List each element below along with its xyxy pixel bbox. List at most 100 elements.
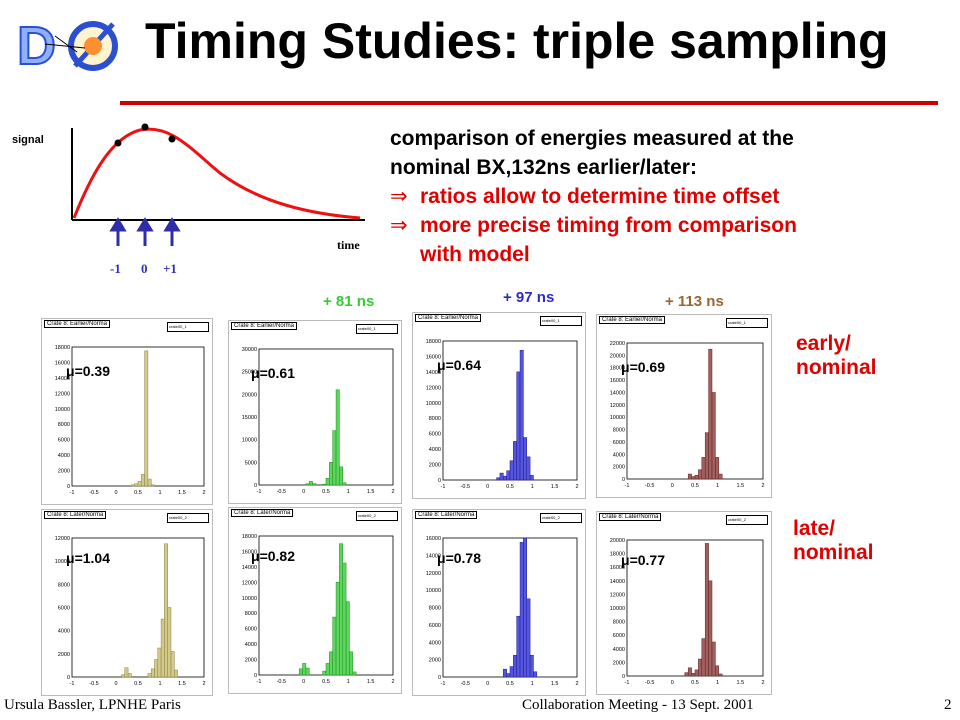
x-tick-label: 1 [531,681,534,687]
y-tick-label: 4000 [429,447,441,453]
histogram-panel: Crate 8: Earlier/Norma crate00_1 18000 1600… [412,312,586,499]
x-tick-label: -1 [625,483,630,489]
stats-box: crate00_1 [167,322,209,332]
stats-box: crate00_2 [356,511,398,521]
x-tick-label: 0 [671,680,674,686]
x-tick-label: 0 [302,489,305,495]
x-tick-label: -1 [625,680,630,686]
histogram-bar [711,392,716,480]
histogram-bar [533,671,538,678]
y-tick-label: 16000 [610,565,625,571]
y-tick-label: 18000 [242,534,257,540]
histogram-title: Crate 8: Later/Norma [44,511,107,519]
x-tick-label: 0 [671,483,674,489]
histogram-bar [121,674,126,678]
stats-box: crate00_1 [356,324,398,334]
histogram-bar [691,673,696,677]
y-tick-label: 14000 [610,390,625,396]
histogram-bar [503,668,507,678]
y-tick-label: 10000 [55,559,70,565]
title-divider [120,101,938,105]
y-tick-label: 8000 [58,582,70,588]
x-tick-label: 2 [761,483,764,489]
histogram-bar [704,543,709,677]
histogram-bar [127,673,132,678]
mean-ratio-label: μ=0.78 [437,550,481,566]
stats-box: crate00_1 [540,316,582,326]
x-tick-label: 0 [302,679,305,685]
histogram-bar [342,482,347,486]
y-tick-label: 10000 [242,438,257,444]
dzero-logo-icon: D [15,14,125,77]
histogram-bar [711,641,716,677]
histogram-bar [506,673,511,678]
y-tick-label: 10000 [426,588,441,594]
x-tick-label: 0.5 [134,490,142,496]
mean-ratio-label: μ=0.77 [621,552,665,568]
y-tick-label: 6000 [613,633,625,639]
y-tick-label: 12000 [610,592,625,598]
x-tick-label: -1 [257,679,262,685]
histogram-bar [349,651,354,676]
y-tick-label: 4000 [58,453,70,459]
tick-plus1: +1 [163,261,177,276]
histogram-bar [684,672,689,677]
y-tick-label: 16000 [55,360,70,366]
y-tick-label: 10000 [55,407,70,413]
y-tick-label: 14000 [426,553,441,559]
histogram-bar [325,663,330,676]
x-tick-label: 1.5 [178,681,186,687]
x-tick-label: 1 [716,483,719,489]
x-tick-label: 2 [575,681,578,687]
histogram-panel: Crate 8: Later/Norma crate00_2 20000 18000 1… [596,511,772,695]
y-tick-label: 2000 [58,652,70,658]
histogram-bar [312,483,317,486]
pulse-sketch [71,123,365,246]
y-tick-label: 0 [67,675,70,681]
text-line: comparison of energies measured at the [390,127,794,150]
histogram-title: Crate 8: Earlier/Norma [231,322,298,330]
row-label-line: nominal [793,541,874,564]
y-tick-label: 0 [622,674,625,680]
histogram-bar [131,484,135,487]
histogram-bar [509,460,514,481]
y-tick-label: 18000 [610,552,625,558]
histogram-bar [335,389,340,486]
mean-ratio-label: μ=0.61 [251,365,295,381]
x-tick-label: 1.5 [367,489,375,495]
x-tick-label: 0.5 [506,681,514,687]
x-tick-label: 0.5 [322,489,330,495]
histogram-bar [339,543,344,676]
histogram-bar [137,481,142,487]
y-tick-label: 12000 [242,580,257,586]
histogram-bar [529,475,534,481]
histogram-panel: Crate 8: Earlier/Norma crate00_1 18000 1600… [41,318,213,505]
x-tick-label: 2 [575,484,578,490]
x-tick-label: 2 [202,490,205,496]
y-tick-label: 20000 [610,538,625,544]
histogram-bar [708,348,713,480]
y-tick-label: 6000 [613,440,625,446]
histogram-bar [718,673,723,677]
y-tick-label: 12000 [426,571,441,577]
x-tick-label: 1.5 [737,483,745,489]
histogram-bar [506,470,511,481]
y-tick-label: 8000 [429,606,441,612]
histogram-bar [523,437,528,481]
histogram-panel: Crate 8: Later/Norma crate00_2 12000 10000 8… [41,509,213,696]
y-tick-label: 8000 [58,422,70,428]
y-tick-label: 2000 [245,658,257,664]
y-tick-label: 8000 [429,416,441,422]
histogram-bar [160,618,165,678]
y-tick-label: 6000 [58,438,70,444]
histogram-bar [513,441,517,481]
y-tick-label: 2000 [613,660,625,666]
histogram-bar [694,475,699,480]
x-tick-label: 0 [486,484,489,490]
bullet-item: ⇒ more precise timing from comparison [390,211,950,240]
histogram-bar [339,466,344,486]
y-tick-label: 25000 [242,370,257,376]
row-label-line: early/ [796,332,851,355]
histogram-bar [342,562,347,676]
histogram-bar [322,670,327,676]
